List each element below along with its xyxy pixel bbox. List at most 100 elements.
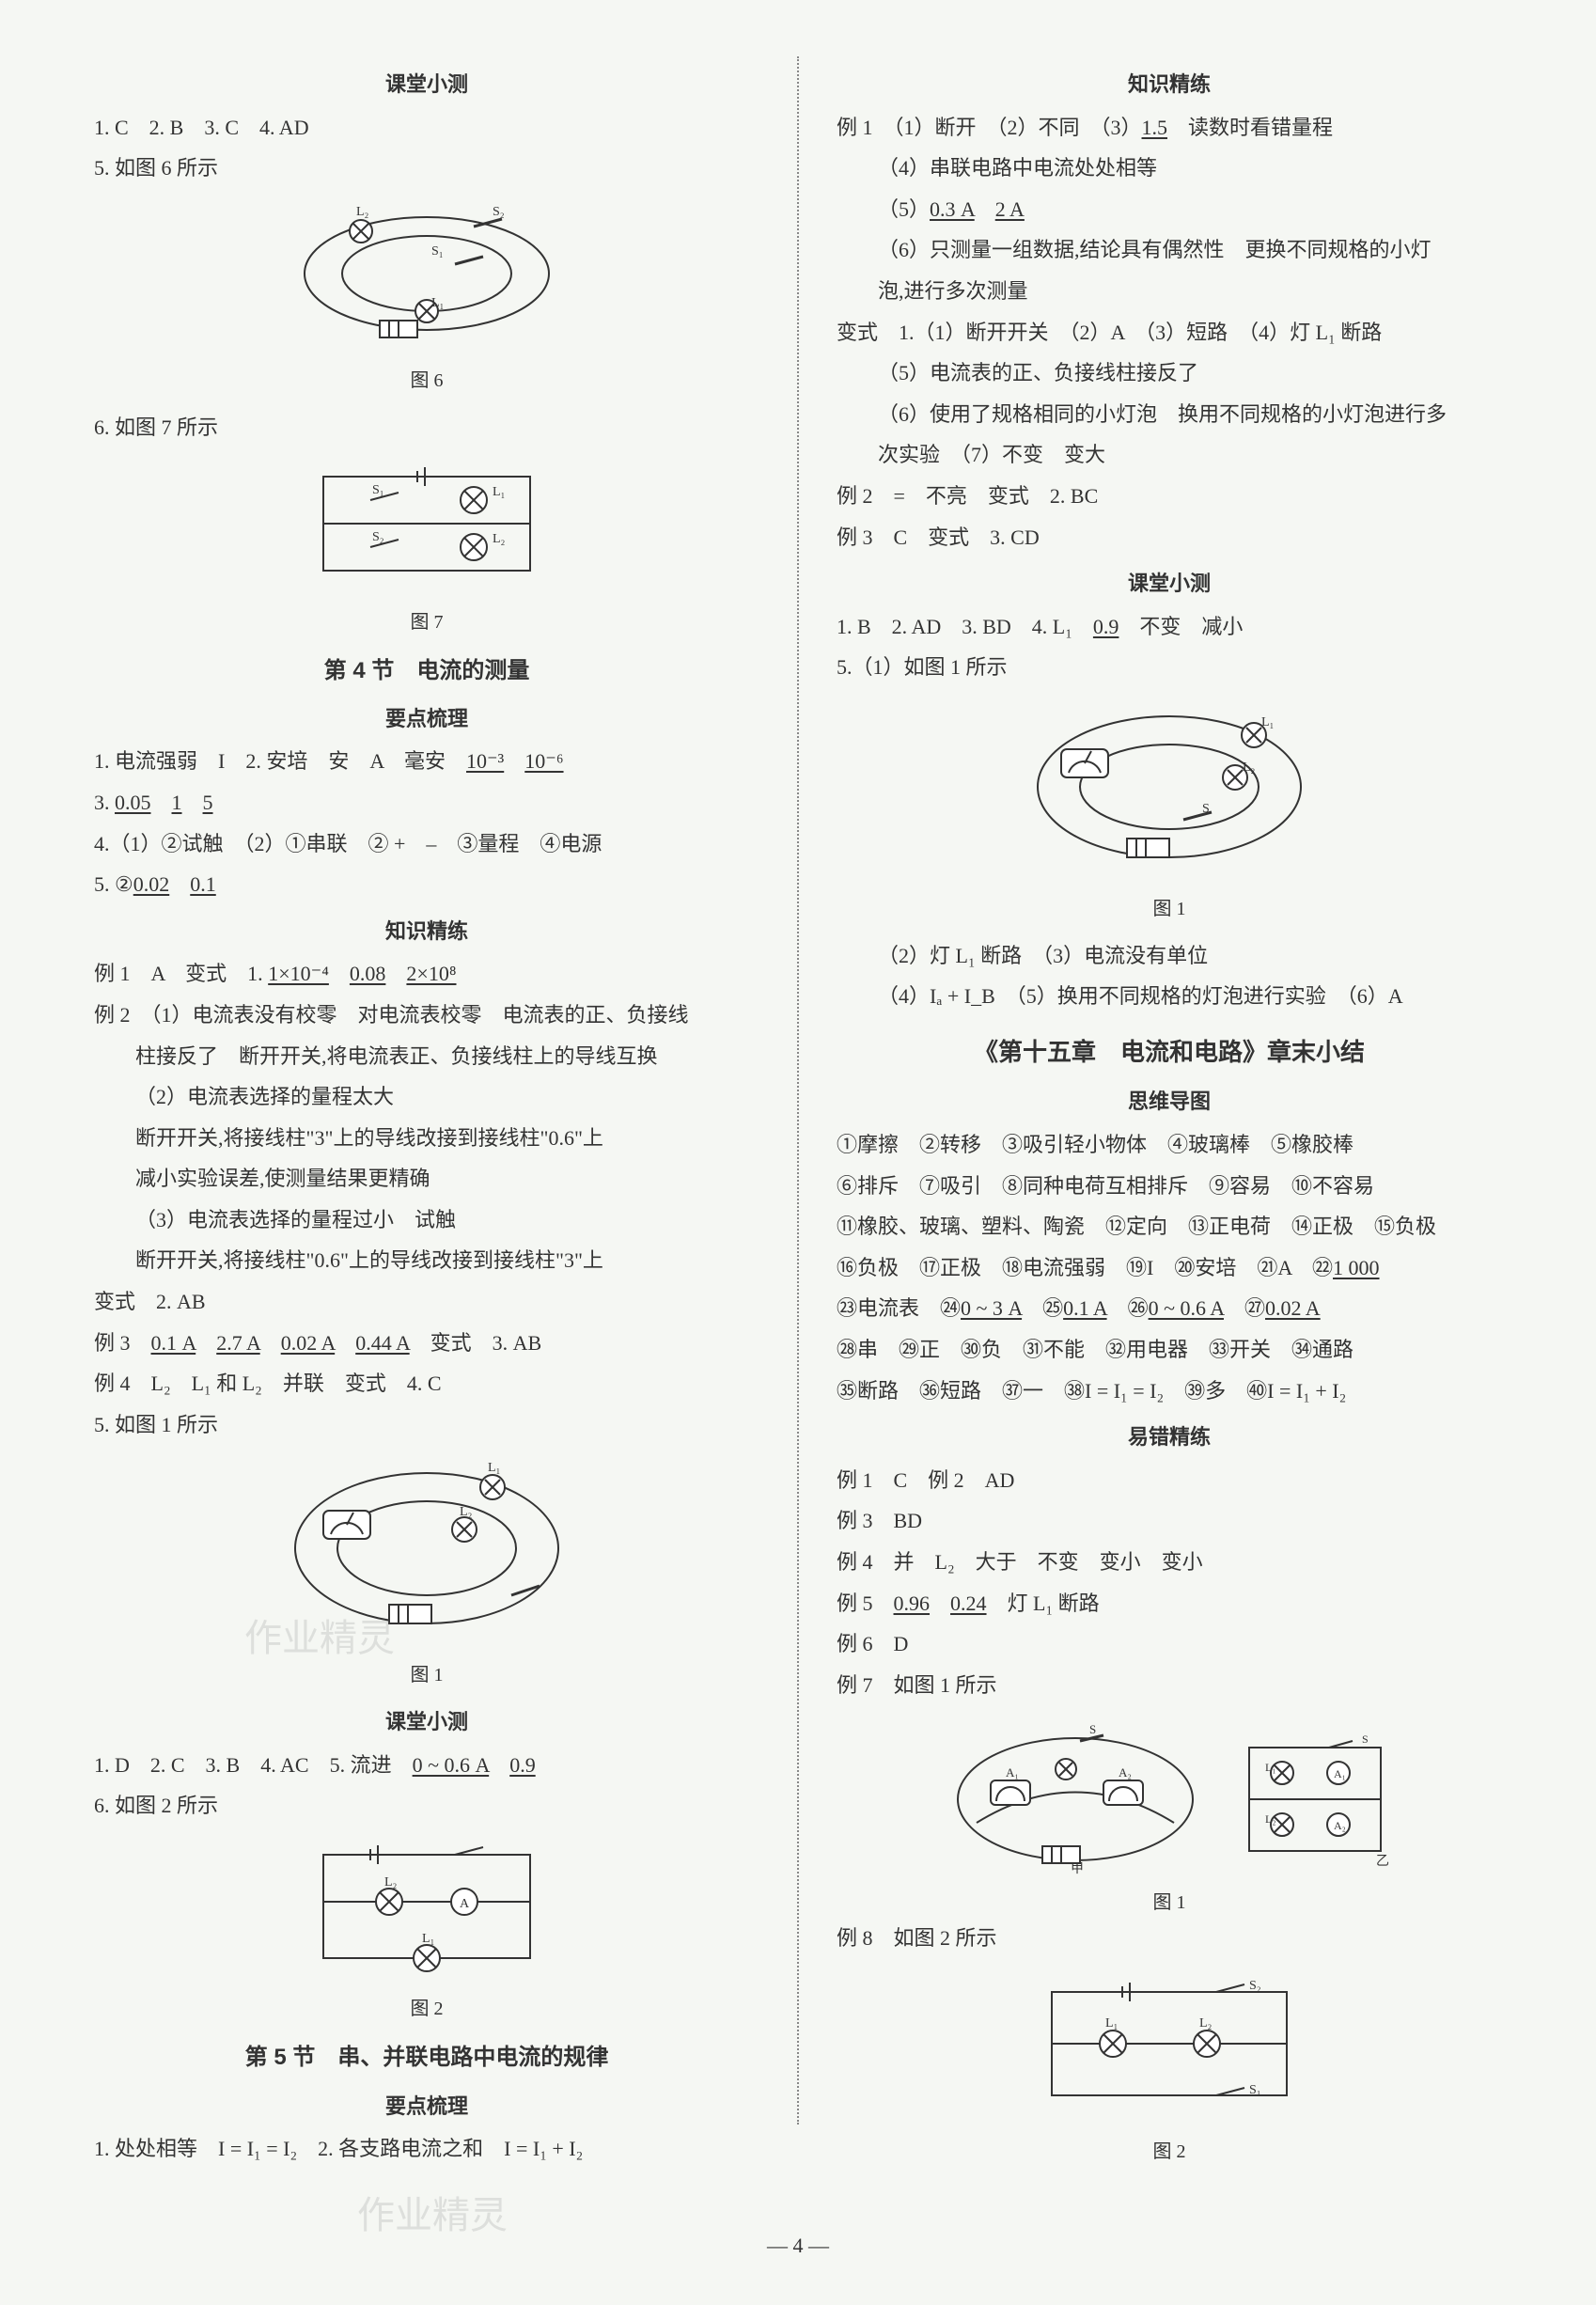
r-v1-3: （6）使用了规格相同的小灯泡 换用不同规格的小灯泡进行多 — [837, 396, 1502, 433]
r-ee8: 例 8 如图 2 所示 — [837, 1920, 1502, 1957]
s4-e1: 例 1 A 变式 1. 1×10⁻⁴ 0.08 2×10⁸ — [94, 955, 759, 993]
svg-text:L₂: L₂ — [1243, 760, 1256, 775]
s4-e2-3: （2）电流表选择的量程太大 — [94, 1078, 759, 1116]
s4-e2-2: 柱接反了 断开开关,将电流表正、负接线柱上的导线互换 — [94, 1038, 759, 1075]
svg-text:A₁: A₁ — [1006, 1765, 1019, 1780]
svg-text:L₁: L₁ — [1265, 1761, 1276, 1774]
svg-text:S₂: S₂ — [1249, 1979, 1261, 1993]
r-v1-4: 次实验 （7）不变 变大 — [837, 436, 1502, 474]
figure-6: L₂ S₂ S₁ L₁ 图 6 — [94, 198, 759, 399]
r-t4: （4）Iₐ + I_B （5）换用不同规格的灯泡进行实验 （6）A — [837, 978, 1502, 1015]
r-m2: ⑥排斥 ⑦吸引 ⑧同种电荷互相排斥 ⑨容易 ⑩不容易 — [837, 1168, 1502, 1205]
s4-l4: 5. ②0.02 0.1 — [94, 866, 759, 903]
fig2l-cap: 图 2 — [94, 1992, 759, 2026]
fig1r-cap: 图 1 — [837, 892, 1502, 926]
s4-e2-7: 断开开关,将接线柱"0.6"上的导线改接到接线柱"3"上 — [94, 1242, 759, 1279]
s4-e2-4: 断开开关,将接线柱"3"上的导线改接到接线柱"0.6"上 — [94, 1120, 759, 1157]
sec4-sub3: 课堂小测 — [94, 1703, 759, 1741]
svg-text:L₁: L₁ — [1105, 2016, 1118, 2031]
fig2r-svg: L₁ L₂ S₂ S₁ — [1028, 1968, 1310, 2119]
fig1r-svg: L₁ L₂ S — [1019, 698, 1320, 876]
svg-text:L₂: L₂ — [1265, 1812, 1276, 1826]
r-e2: 例 2 = 不亮 变式 2. BC — [837, 478, 1502, 515]
l-line-3: 6. 如图 7 所示 — [94, 409, 759, 447]
r-m5: ㉓电流表 ㉔0 ~ 3 A ㉕0.1 A ㉖0 ~ 0.6 A ㉗0.02 A — [837, 1290, 1502, 1327]
r-ee7: 例 7 如图 1 所示 — [837, 1667, 1502, 1704]
r-m6: ㉘串 ㉙正 ㉚负 ㉛不能 ㉜用电器 ㉝开关 ㉞通路 — [837, 1331, 1502, 1369]
svg-text:A: A — [460, 1897, 470, 1911]
r-ee3: 例 3 BD — [837, 1502, 1502, 1540]
s4-e3: 例 3 0.1 A 2.7 A 0.02 A 0.44 A 变式 3. AB — [94, 1325, 759, 1362]
svg-text:S: S — [1362, 1733, 1369, 1746]
l-line-1: 1. C 2. B 3. C 4. AD — [94, 109, 759, 147]
svg-text:L₁: L₁ — [493, 485, 505, 499]
fig1b-right-svg: A₁ A₂ L₁ L₂ S 乙 — [1235, 1733, 1395, 1874]
fig1b-cap: 图 1 — [837, 1886, 1502, 1920]
s4-e2-1: 例 2 （1）电流表没有校零 对电流表校零 电流表的正、负接线 — [94, 996, 759, 1034]
r-e1-2: （4）串联电路中电流处处相等 — [837, 149, 1502, 187]
page-container: 课堂小测 1. C 2. B 3. C 4. AD 5. 如图 6 所示 L₂ — [94, 56, 1502, 2249]
r-m4: ⑯负极 ⑰正极 ⑱电流强弱 ⑲I ⑳安培 ㉑A ㉒1 000 — [837, 1249, 1502, 1287]
fig2l-svg: A L₂ L₁ — [305, 1836, 549, 1977]
s4-e4: 例 4 L₂ L₁ 和 L₂ 并联 变式 4. C — [94, 1365, 759, 1403]
r-e1-4: （6）只测量一组数据,结论具有偶然性 更换不同规格的小灯 — [837, 231, 1502, 269]
chapter-title: 《第十五章 电流和电路》章末小结 — [837, 1030, 1502, 1074]
r-t2: 5.（1）如图 1 所示 — [837, 649, 1502, 686]
r-sub2: 易错精练 — [837, 1419, 1502, 1456]
svg-text:L₂: L₂ — [493, 532, 506, 546]
s4-l1-a: 1. 电流强弱 I 2. 安培 安 A 毫安 — [94, 749, 466, 773]
svg-text:S: S — [1202, 802, 1210, 816]
page-number: — 4 — — [767, 2234, 829, 2258]
sec4-sub2: 知识精练 — [94, 913, 759, 950]
l-line-2: 5. 如图 6 所示 — [94, 149, 759, 187]
r-t3: （2）灯 L₁ 断路 （3）电流没有单位 — [837, 937, 1502, 975]
svg-text:A₂: A₂ — [1119, 1765, 1132, 1780]
fig6-cap: 图 6 — [94, 364, 759, 398]
column-divider — [797, 56, 799, 2125]
svg-text:L₁: L₁ — [488, 1461, 500, 1475]
s5-l1: 1. 处处相等 I = I₁ = I₂ 2. 各支路电流之和 I = I₁ + … — [94, 2130, 759, 2168]
fig7-cap: 图 7 — [94, 605, 759, 639]
r-m7: ㉟断路 ㊱短路 ㊲一 ㊳I = I₁ = I₂ ㊴多 ㊵I = I₁ + I₂ — [837, 1372, 1502, 1410]
r-t1: 1. B 2. AD 3. BD 4. L₁ 0.9 不变 减小 — [837, 608, 1502, 646]
sec4-sub1: 要点梳理 — [94, 700, 759, 738]
left-title-1: 课堂小测 — [94, 66, 759, 103]
svg-text:L₂: L₂ — [1199, 2016, 1213, 2031]
fig6-svg: L₂ S₂ S₁ L₁ — [286, 198, 568, 349]
right-column: 知识精练 例 1 （1）断开 （2）不同 （3）1.5 读数时看错量程 （4）串… — [837, 56, 1502, 2249]
s4-e2-6: （3）电流表选择的量程过小 试触 — [94, 1201, 759, 1239]
svg-text:甲: 甲 — [1071, 1862, 1084, 1874]
figure-1-bottom: A₁ A₂ S 甲 A₁ A₂ L — [837, 1715, 1502, 1874]
r-v1-1: 变式 1.（1）断开开关 （2）A （3）短路 （4）灯 L₁ 断路 — [837, 314, 1502, 352]
r-v1-2: （5）电流表的正、负接线柱接反了 — [837, 354, 1502, 392]
s4-l2: 3. 0.05 1 5 — [94, 784, 759, 822]
right-title-2: 课堂小测 — [837, 565, 1502, 603]
s4-e5: 5. 如图 1 所示 — [94, 1406, 759, 1444]
s4-l1: 1. 电流强弱 I 2. 安培 安 A 毫安 10⁻³ 10⁻⁶ — [94, 743, 759, 780]
fig2r-cap: 图 2 — [837, 2135, 1502, 2169]
svg-text:L₁: L₁ — [1261, 715, 1274, 729]
figure-2-right: L₁ L₂ S₂ S₁ 图 2 — [837, 1968, 1502, 2169]
figure-2-left: A L₂ L₁ 图 2 — [94, 1836, 759, 2027]
figure-7: S₁ L₁ S₂ L₂ 图 7 — [94, 458, 759, 639]
svg-text:A₂: A₂ — [1334, 1819, 1346, 1832]
r-m1: ①摩擦 ②转移 ③吸引轻小物体 ④玻璃棒 ⑤橡胶棒 — [837, 1126, 1502, 1164]
s4-t1: 1. D 2. C 3. B 4. AC 5. 流进 0 ~ 0.6 A 0.9 — [94, 1747, 759, 1784]
svg-text:L₂: L₂ — [356, 205, 369, 219]
r-e1-1: 例 1 （1）断开 （2）不同 （3）1.5 读数时看错量程 — [837, 109, 1502, 147]
svg-text:S₁: S₁ — [1249, 2083, 1261, 2097]
s4-e2-8: 变式 2. AB — [94, 1283, 759, 1321]
fig1b-left-svg: A₁ A₂ S 甲 — [944, 1715, 1207, 1874]
r-e1-3: （5）0.3 A 2 A — [837, 191, 1502, 228]
sec5-title: 第 5 节 串、并联电路中电流的规律 — [94, 2037, 759, 2078]
sec4-title: 第 4 节 电流的测量 — [94, 651, 759, 691]
r-ee5: 例 5 0.96 0.24 灯 L₁ 断路 — [837, 1585, 1502, 1623]
right-title-1: 知识精练 — [837, 66, 1502, 103]
fig1l-svg: L₁ L₂ — [276, 1454, 577, 1642]
svg-text:S₁: S₁ — [372, 483, 384, 497]
s4-l1-u1: 10⁻³ — [466, 749, 504, 773]
svg-text:S₁: S₁ — [431, 244, 444, 259]
sec5-sub1: 要点梳理 — [94, 2088, 759, 2125]
r-e3: 例 3 C 变式 3. CD — [837, 519, 1502, 557]
svg-text:L₂: L₂ — [460, 1505, 473, 1519]
